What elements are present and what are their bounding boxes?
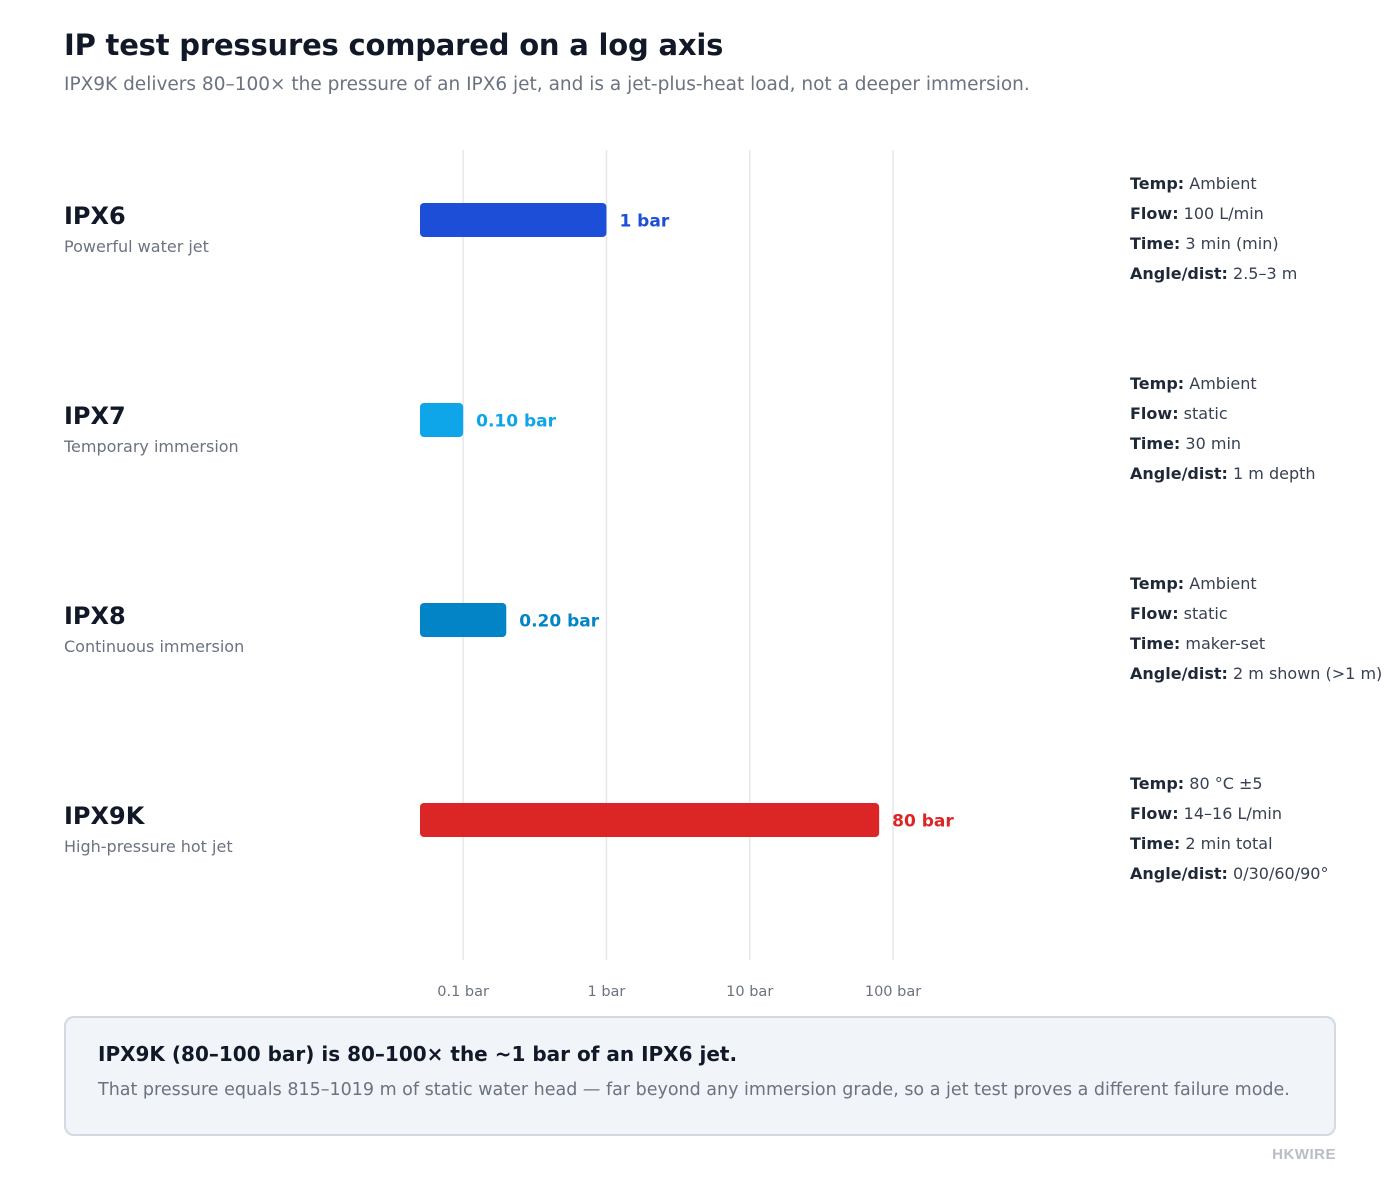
spec-label: Angle/dist: [1130,464,1228,483]
spec-value: 30 min [1180,434,1242,453]
spec-line-angle: Angle/dist: 2 m shown (>1 m) [1130,659,1382,689]
spec-line-time: Time: maker-set [1130,629,1382,659]
spec-line-time: Time: 3 min (min) [1130,229,1297,259]
spec-line-angle: Angle/dist: 0/30/60/90° [1130,859,1328,889]
bar-value-label: 80 bar [892,812,954,832]
spec-label: Time: [1130,234,1181,253]
spec-line-temp: Temp: Ambient [1130,169,1297,199]
brand-logo: HKWIRE [1272,1146,1336,1163]
spec-label: Flow: [1130,204,1179,223]
spec-label: Temp: [1130,374,1185,393]
spec-line-time: Time: 2 min total [1130,829,1328,859]
callout-box: IPX9K (80–100 bar) is 80–100× the ~1 bar… [64,1016,1336,1136]
spec-value: 3 min (min) [1180,234,1279,253]
spec-value: static [1178,404,1228,423]
bar-value-label: 1 bar [619,212,669,232]
spec-value: 0/30/60/90° [1227,864,1329,883]
row-description: High-pressure hot jet [64,837,233,856]
spec-label: Flow: [1130,804,1179,823]
spec-line-time: Time: 30 min [1130,429,1316,459]
chart-title: IP test pressures compared on a log axis [64,28,724,62]
spec-label: Temp: [1130,774,1185,793]
row-name: IPX6 [64,202,126,230]
chart-subtitle: IPX9K delivers 80–100× the pressure of a… [64,74,1030,95]
row-name: IPX7 [64,402,126,430]
spec-value: 80 °C ±5 [1184,774,1263,793]
spec-line-flow: Flow: 14–16 L/min [1130,799,1328,829]
bar-ipx9k [420,803,880,837]
spec-line-flow: Flow: static [1130,599,1382,629]
spec-block: Temp: Ambient Flow: static Time: 30 min Ang… [1130,369,1316,489]
spec-value: maker-set [1180,634,1266,653]
spec-value: Ambient [1184,374,1257,393]
spec-line-temp: Temp: Ambient [1130,369,1316,399]
spec-label: Angle/dist: [1130,664,1228,683]
spec-line-angle: Angle/dist: 2.5–3 m [1130,259,1297,289]
spec-value: 2 min total [1180,834,1273,853]
spec-value: static [1178,604,1228,623]
spec-label: Time: [1130,634,1181,653]
bar-value-label: 0.20 bar [519,612,600,632]
spec-line-temp: Temp: 80 °C ±5 [1130,769,1328,799]
spec-label: Time: [1130,834,1181,853]
spec-label: Temp: [1130,174,1185,193]
spec-value: 100 L/min [1178,204,1264,223]
spec-value: Ambient [1184,174,1257,193]
x-tick-label: 1 bar [587,984,625,1000]
spec-label: Flow: [1130,604,1179,623]
row-name: IPX8 [64,602,126,630]
bar-ipx8 [420,603,507,637]
callout-body: That pressure equals 815–1019 m of stati… [98,1080,1290,1100]
spec-label: Time: [1130,434,1181,453]
spec-block: Temp: Ambient Flow: 100 L/min Time: 3 min … [1130,169,1297,289]
bar-value-label: 0.10 bar [476,412,557,432]
spec-label: Flow: [1130,404,1179,423]
row-description: Temporary immersion [64,437,239,456]
spec-line-temp: Temp: Ambient [1130,569,1382,599]
spec-value: Ambient [1184,574,1257,593]
x-tick-label: 10 bar [726,984,773,1000]
spec-block: Temp: Ambient Flow: static Time: maker-set… [1130,569,1382,689]
pressure-chart: 0.1 bar 1 bar 10 bar 100 bar 1 bar 0.10 bar 0.… [420,150,954,1000]
spec-value: 1 m depth [1227,464,1316,483]
callout-headline: IPX9K (80–100 bar) is 80–100× the ~1 bar… [98,1042,738,1066]
spec-value: 2.5–3 m [1227,264,1298,283]
row-description: Powerful water jet [64,237,209,256]
spec-line-flow: Flow: static [1130,399,1316,429]
x-tick-label: 0.1 bar [437,984,489,1000]
spec-label: Angle/dist: [1130,264,1228,283]
spec-line-flow: Flow: 100 L/min [1130,199,1297,229]
spec-line-angle: Angle/dist: 1 m depth [1130,459,1316,489]
bar-ipx6 [420,203,607,237]
spec-value: 14–16 L/min [1178,804,1282,823]
row-description: Continuous immersion [64,637,245,656]
row-name: IPX9K [64,802,145,830]
spec-block: Temp: 80 °C ±5 Flow: 14–16 L/min Time: 2 m… [1130,769,1328,889]
spec-value: 2 m shown (>1 m) [1227,664,1383,683]
bar-ipx7 [420,403,464,437]
x-tick-label: 100 bar [865,984,921,1000]
spec-label: Angle/dist: [1130,864,1228,883]
spec-label: Temp: [1130,574,1185,593]
